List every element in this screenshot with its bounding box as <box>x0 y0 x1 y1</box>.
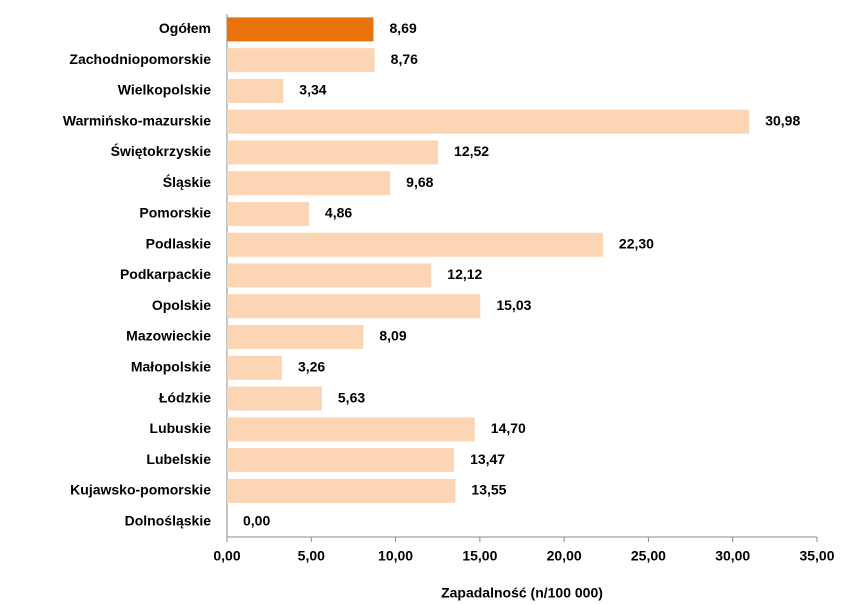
bar <box>227 171 391 196</box>
value-label: 14,70 <box>491 420 526 436</box>
y-tick-label: Świętokrzyskie <box>111 142 212 159</box>
bar <box>227 140 439 165</box>
y-tick-label: Lubuskie <box>150 420 212 436</box>
value-label: 8,69 <box>389 20 416 36</box>
value-label: 3,34 <box>299 82 326 98</box>
x-tick-label: 10,00 <box>378 548 413 564</box>
value-label: 13,55 <box>471 482 506 498</box>
y-tick-label: Lubelskie <box>146 451 211 467</box>
y-tick-label: Śląskie <box>163 173 211 190</box>
value-label: 22,30 <box>619 235 654 251</box>
bar <box>227 263 432 288</box>
value-label: 9,68 <box>406 174 433 190</box>
bar <box>227 78 284 103</box>
y-tick-label: Podkarpackie <box>120 266 211 282</box>
bar <box>227 417 475 442</box>
y-tick-label: Małopolskie <box>131 358 211 374</box>
y-tick-label: Pomorskie <box>139 205 211 221</box>
bar <box>227 294 481 319</box>
value-label: 15,03 <box>496 297 531 313</box>
bar <box>227 109 750 134</box>
value-label: 0,00 <box>243 512 270 528</box>
y-tick-label: Mazowieckie <box>126 328 211 344</box>
bar <box>227 355 282 380</box>
x-tick-label: 15,00 <box>462 548 497 564</box>
bar <box>227 201 309 226</box>
value-label: 5,63 <box>338 389 365 405</box>
value-label: 30,98 <box>765 112 800 128</box>
x-tick-label: 30,00 <box>715 548 750 564</box>
bar <box>227 48 375 73</box>
value-label: 8,76 <box>391 51 418 67</box>
y-tick-label: Wielkopolskie <box>118 82 211 98</box>
value-label: 4,86 <box>325 205 352 221</box>
x-tick-label: 20,00 <box>547 548 582 564</box>
x-tick-label: 25,00 <box>631 548 666 564</box>
y-tick-label: Zachodniopomorskie <box>69 51 211 67</box>
value-label: 12,12 <box>447 266 482 282</box>
y-tick-label: Ogółem <box>159 20 211 36</box>
bar <box>227 232 603 257</box>
bar <box>227 448 455 473</box>
y-tick-label: Podlaskie <box>146 235 212 251</box>
y-tick-label: Łódzkie <box>159 389 211 405</box>
bar <box>227 325 364 350</box>
x-tick-label: 5,00 <box>298 548 325 564</box>
value-label: 8,09 <box>379 328 406 344</box>
value-label: 12,52 <box>454 143 489 159</box>
y-tick-label: Kujawsko-pomorskie <box>70 482 211 498</box>
y-tick-label: Warmińsko-mazurskie <box>63 112 211 128</box>
x-tick-label: 35,00 <box>799 548 834 564</box>
value-label: 13,47 <box>470 451 505 467</box>
value-label: 3,26 <box>298 358 325 374</box>
bar <box>227 386 322 411</box>
bar <box>227 17 374 42</box>
bar <box>227 478 456 503</box>
y-tick-label: Opolskie <box>152 297 211 313</box>
x-tick-label: 0,00 <box>213 548 240 564</box>
x-axis-label: Zapadalność (n/100 000) <box>441 585 603 601</box>
y-tick-label: Dolnośląskie <box>125 512 212 528</box>
